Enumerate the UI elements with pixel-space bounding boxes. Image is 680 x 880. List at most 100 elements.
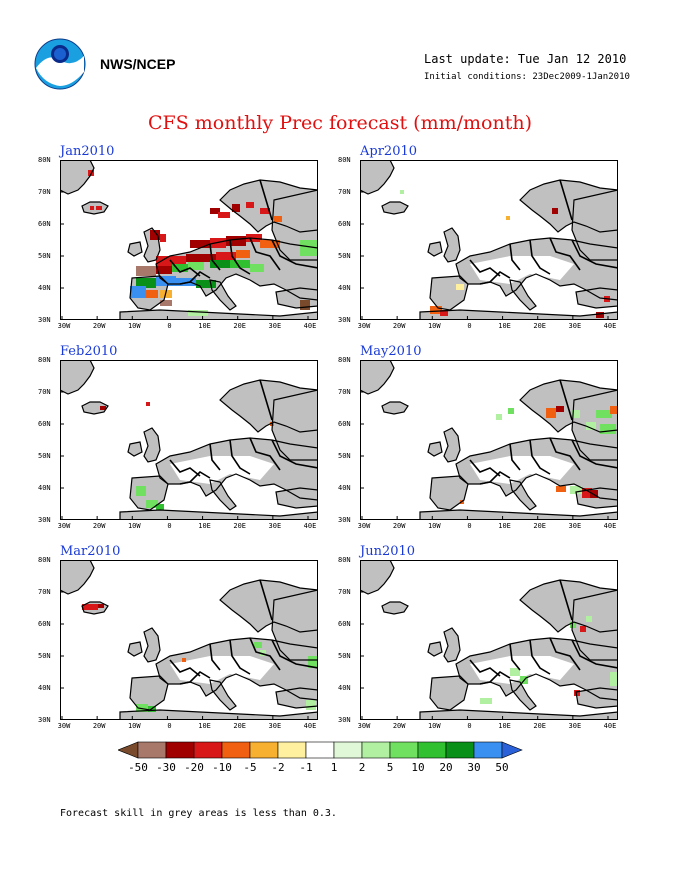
anomaly-cell	[98, 604, 104, 608]
lon-tick-label: 20E	[533, 322, 547, 330]
lon-tick-label: 0	[467, 322, 472, 330]
anomaly-cell	[182, 658, 186, 662]
map-panel-apr2010	[360, 160, 618, 320]
lat-tick-label: 30N	[338, 716, 351, 724]
lat-tick-label: 70N	[338, 588, 351, 596]
lon-tick-label: 20W	[92, 522, 106, 530]
colorbar-label: -30	[156, 761, 176, 774]
lat-tick-label: 70N	[38, 188, 51, 196]
anomaly-cell	[546, 408, 556, 418]
anomaly-cell	[308, 656, 318, 668]
anomaly-cell	[218, 212, 230, 218]
panel-label-mar2010: Mar2010	[60, 544, 121, 559]
anomaly-cell	[90, 206, 94, 210]
panel-label-jun2010: Jun2010	[360, 544, 416, 559]
lat-tick-label: 50N	[38, 252, 51, 260]
colorbar-swatch	[389, 741, 419, 759]
colorbar-label: -20	[184, 761, 204, 774]
lat-tick-label: 80N	[338, 156, 351, 164]
lon-tick-label: 30E	[268, 322, 282, 330]
colorbar-swatch	[473, 741, 503, 759]
lat-tick-label: 30N	[38, 716, 51, 724]
anomaly-cell	[480, 698, 492, 704]
lon-tick-label: 10W	[127, 722, 141, 730]
lat-tick-label: 40N	[38, 684, 51, 692]
lon-tick-label: 20W	[92, 722, 106, 730]
anomaly-cell	[582, 488, 592, 498]
colorbar-label: 1	[330, 761, 338, 774]
lon-tick-label: 20W	[92, 322, 106, 330]
lat-tick-label: 70N	[38, 588, 51, 596]
lat-tick-label: 70N	[338, 188, 351, 196]
anomaly-cell	[230, 260, 250, 268]
lon-tick-label: 40E	[303, 322, 317, 330]
lat-tick-label: 40N	[338, 684, 351, 692]
lat-tick-label: 50N	[338, 652, 351, 660]
last-update: Last update: Tue Jan 12 2010	[424, 52, 627, 66]
map-panel-may2010	[360, 360, 618, 520]
lat-tick-label: 60N	[338, 620, 351, 628]
anomaly-cell	[496, 414, 502, 420]
anomaly-cell	[136, 278, 156, 288]
anomaly-cell	[306, 700, 316, 710]
lat-tick-label: 60N	[38, 420, 51, 428]
anomaly-cell	[156, 266, 172, 274]
lat-tick-label: 60N	[338, 420, 351, 428]
anomaly-cell	[586, 422, 596, 430]
anomaly-cell	[130, 286, 146, 298]
anomaly-cell	[506, 216, 510, 220]
anomaly-cell	[508, 408, 514, 414]
lat-tick-label: 30N	[38, 516, 51, 524]
anomaly-cell	[160, 300, 172, 306]
lon-tick-label: 40E	[603, 722, 617, 730]
lon-tick-label: 30W	[57, 722, 71, 730]
lon-tick-label: 40E	[603, 322, 617, 330]
colorbar-label: -10	[212, 761, 232, 774]
lon-tick-label: 10E	[198, 322, 211, 330]
anomaly-cell	[510, 668, 520, 676]
anomaly-cell	[96, 206, 102, 210]
anomaly-cell	[172, 264, 188, 272]
anomaly-cell	[246, 202, 254, 208]
anomaly-cell	[586, 616, 592, 622]
lon-tick-label: 10E	[198, 522, 211, 530]
lat-tick-label: 40N	[38, 484, 51, 492]
lon-tick-label: 40E	[603, 522, 617, 530]
anomaly-cell	[274, 216, 282, 222]
anomaly-cell	[100, 406, 106, 410]
anomaly-cell	[236, 250, 250, 258]
lon-tick-label: 30W	[357, 722, 371, 730]
lon-tick-label: 30W	[57, 522, 71, 530]
colorbar-swatch	[305, 741, 335, 759]
lon-tick-label: 10E	[498, 722, 511, 730]
anomaly-cell	[572, 410, 580, 418]
anomaly-cell	[196, 280, 216, 288]
anomaly-cell	[260, 650, 266, 656]
lon-tick-label: 20E	[233, 522, 247, 530]
anomaly-cell	[160, 234, 166, 242]
noaa-logo	[34, 38, 86, 90]
anomaly-cell	[610, 672, 618, 686]
lon-tick-label: 0	[467, 522, 472, 530]
colorbar-label: -50	[128, 761, 148, 774]
colorbar-label: 20	[439, 761, 453, 774]
lon-tick-label: 20W	[392, 522, 406, 530]
lat-tick-label: 50N	[338, 452, 351, 460]
skill-note: Forecast skill in grey areas is less tha…	[60, 808, 337, 819]
map-panel-jan2010	[60, 160, 318, 320]
anomaly-cell	[188, 310, 208, 316]
panel-label-jan2010: Jan2010	[60, 144, 115, 159]
lon-tick-label: 20E	[533, 522, 547, 530]
anomaly-cell	[610, 406, 618, 414]
anomaly-cell	[596, 410, 612, 418]
anomaly-cell	[596, 312, 604, 318]
lon-tick-label: 0	[467, 722, 472, 730]
anomaly-cell	[430, 306, 442, 314]
colorbar-label: 2	[358, 761, 366, 774]
anomaly-cell	[210, 260, 230, 268]
lat-tick-label: 50N	[38, 652, 51, 660]
colorbar-label: 10	[411, 761, 425, 774]
colorbar	[118, 741, 523, 759]
lat-tick-label: 30N	[338, 316, 351, 324]
lat-tick-label: 80N	[338, 356, 351, 364]
